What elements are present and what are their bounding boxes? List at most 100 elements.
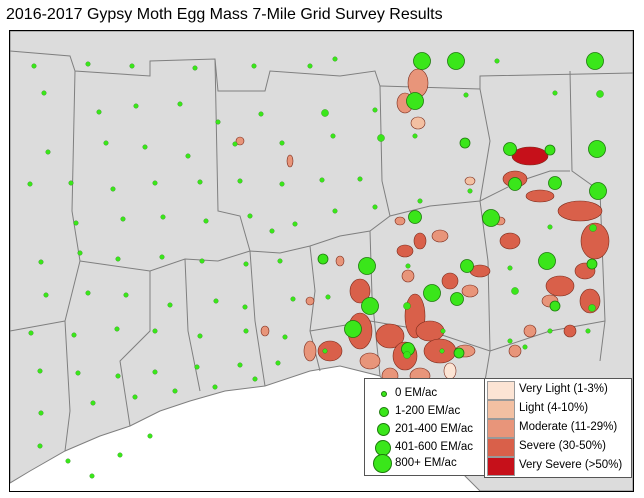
survey-point — [588, 140, 606, 158]
defoliation-patch — [235, 136, 245, 146]
survey-point — [408, 210, 422, 224]
survey-point — [237, 178, 243, 184]
survey-point — [177, 101, 183, 107]
survey-point — [589, 224, 597, 232]
survey-point — [172, 388, 178, 394]
survey-point — [275, 360, 281, 366]
defoliation-swatch — [487, 381, 515, 400]
survey-point — [413, 52, 431, 70]
survey-point — [96, 109, 102, 115]
survey-point — [596, 90, 604, 98]
survey-point — [199, 258, 205, 264]
survey-point — [450, 292, 464, 306]
survey-point — [247, 213, 253, 219]
map-area — [9, 30, 634, 492]
survey-point — [85, 290, 91, 296]
defoliation-patch — [286, 154, 294, 168]
defoliation-patch — [525, 189, 555, 203]
survey-point — [372, 204, 378, 210]
survey-point — [38, 410, 44, 416]
defoliation-patch — [443, 362, 457, 380]
survey-point — [71, 332, 77, 338]
survey-point — [503, 142, 517, 156]
defoliation-patch — [335, 255, 345, 267]
defoliation-legend-item: Very Severe (>50%) — [487, 457, 629, 476]
survey-point — [197, 179, 203, 185]
survey-point — [167, 302, 173, 308]
survey-point — [133, 103, 139, 109]
survey-point — [152, 180, 158, 186]
survey-point — [586, 52, 604, 70]
survey-point — [75, 370, 81, 376]
survey-point — [494, 58, 500, 64]
defoliation-layer — [235, 68, 610, 385]
survey-point — [330, 133, 336, 139]
survey-point — [319, 177, 325, 183]
defoliation-patch — [431, 229, 449, 243]
survey-point — [68, 180, 74, 186]
survey-point — [252, 376, 258, 382]
defoliation-legend-item: Severe (30-50%) — [487, 438, 629, 457]
egg-mass-legend-label: 201-400 EM/ac — [395, 423, 473, 435]
survey-point — [159, 254, 165, 260]
survey-point — [412, 133, 418, 139]
survey-point — [132, 394, 138, 400]
survey-point — [123, 292, 129, 298]
defoliation-patch — [303, 340, 317, 362]
survey-point — [482, 209, 500, 227]
survey-point — [115, 373, 121, 379]
survey-point — [197, 333, 203, 339]
survey-point — [406, 92, 424, 110]
survey-point — [41, 90, 47, 96]
survey-point — [251, 63, 257, 69]
survey-point — [45, 149, 51, 155]
egg-mass-legend-label: 401-600 EM/ac — [395, 441, 473, 453]
survey-point — [203, 218, 209, 224]
survey-point — [508, 177, 522, 191]
defoliation-legend-item: Moderate (11-29%) — [487, 419, 629, 438]
defoliation-patch — [401, 269, 415, 283]
defoliation-patch — [394, 216, 406, 226]
survey-point — [117, 452, 123, 458]
survey-point — [447, 52, 465, 70]
defoliation-patch — [359, 352, 381, 370]
defoliation-legend-item: Very Light (1-3%) — [487, 381, 629, 400]
survey-point — [507, 338, 513, 344]
survey-point — [377, 134, 385, 142]
survey-point — [586, 258, 598, 270]
survey-point — [232, 141, 238, 147]
defoliation-patch — [260, 325, 270, 337]
defoliation-legend-label: Severe (30-50%) — [519, 440, 606, 452]
survey-point — [152, 328, 158, 334]
survey-point — [37, 368, 43, 374]
survey-point — [290, 296, 296, 302]
survey-point — [552, 90, 558, 96]
survey-point — [589, 182, 607, 200]
egg-mass-legend-label: 1-200 EM/ac — [395, 405, 461, 417]
survey-point — [423, 284, 441, 302]
defoliation-legend: Very Light (1-3%) Light (4-10%) Moderate… — [484, 378, 632, 478]
defoliation-legend-item: Light (4-10%) — [487, 400, 629, 419]
survey-point — [192, 65, 198, 71]
survey-point — [120, 216, 126, 222]
survey-point — [243, 328, 249, 334]
survey-point — [417, 198, 423, 204]
survey-point — [292, 221, 298, 227]
survey-point — [160, 214, 166, 220]
defoliation-patch — [461, 284, 479, 298]
map-title: 2016-2017 Gypsy Moth Egg Mass 7-Mile Gri… — [6, 6, 443, 23]
survey-point — [585, 328, 591, 334]
map-canvas — [10, 31, 633, 491]
survey-point — [213, 298, 219, 304]
defoliation-patch — [523, 324, 537, 338]
survey-point — [332, 56, 338, 62]
survey-point — [142, 144, 148, 150]
survey-point — [129, 63, 135, 69]
survey-point — [544, 144, 556, 156]
survey-point — [43, 292, 49, 298]
survey-points-layer — [27, 52, 607, 479]
survey-point — [361, 297, 379, 315]
defoliation-patch — [499, 232, 521, 250]
survey-point — [90, 400, 96, 406]
